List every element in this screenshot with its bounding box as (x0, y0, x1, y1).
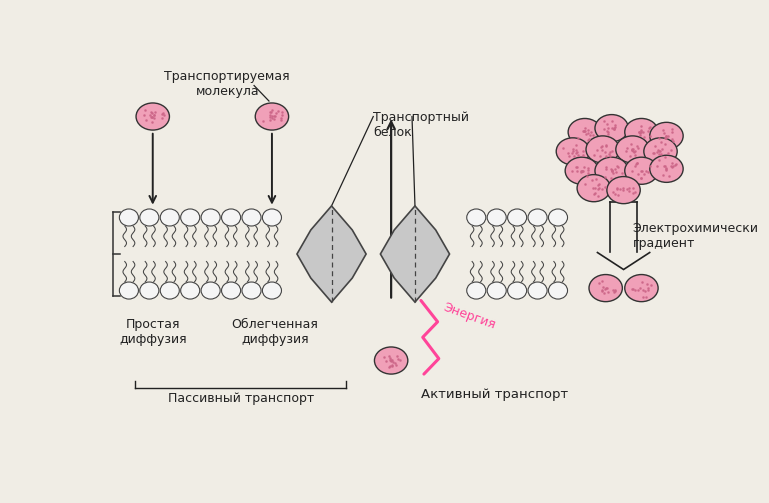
Ellipse shape (624, 119, 658, 145)
Ellipse shape (119, 209, 138, 226)
Ellipse shape (136, 103, 169, 130)
Ellipse shape (616, 136, 649, 163)
Ellipse shape (488, 209, 506, 226)
Ellipse shape (201, 209, 220, 226)
Ellipse shape (650, 155, 683, 183)
Ellipse shape (624, 275, 658, 302)
Ellipse shape (488, 282, 506, 299)
Ellipse shape (201, 282, 220, 299)
Ellipse shape (181, 282, 200, 299)
Ellipse shape (262, 209, 281, 226)
Text: Энергия: Энергия (442, 300, 498, 331)
Ellipse shape (577, 175, 611, 202)
Ellipse shape (181, 209, 200, 226)
Ellipse shape (650, 122, 683, 149)
Ellipse shape (160, 209, 179, 226)
Ellipse shape (556, 138, 590, 165)
Ellipse shape (595, 115, 628, 142)
Ellipse shape (568, 119, 601, 145)
Ellipse shape (160, 282, 179, 299)
Ellipse shape (255, 103, 288, 130)
Ellipse shape (140, 209, 159, 226)
Ellipse shape (586, 136, 619, 163)
Ellipse shape (221, 282, 241, 299)
Ellipse shape (528, 209, 547, 226)
Text: Облегченная
диффузия: Облегченная диффузия (231, 318, 318, 346)
Ellipse shape (548, 282, 568, 299)
Ellipse shape (242, 282, 261, 299)
Ellipse shape (624, 157, 658, 184)
Ellipse shape (221, 209, 241, 226)
Ellipse shape (595, 157, 628, 184)
Text: Транспортный
белок: Транспортный белок (373, 111, 469, 139)
Ellipse shape (565, 157, 598, 184)
Ellipse shape (467, 209, 486, 226)
Text: Электрохимически
градиент: Электрохимически градиент (633, 222, 758, 249)
Text: Транспортируемая
молекула: Транспортируемая молекула (165, 70, 290, 98)
Polygon shape (381, 206, 450, 302)
Ellipse shape (528, 282, 547, 299)
Ellipse shape (467, 282, 486, 299)
Text: Пассивный транспорт: Пассивный транспорт (168, 392, 314, 405)
Ellipse shape (607, 177, 641, 204)
Ellipse shape (375, 347, 408, 374)
Ellipse shape (508, 282, 527, 299)
Ellipse shape (589, 275, 622, 302)
Text: Активный транспорт: Активный транспорт (421, 388, 568, 400)
Text: Простая
диффузия: Простая диффузия (119, 318, 187, 346)
Ellipse shape (119, 282, 138, 299)
Ellipse shape (262, 282, 281, 299)
Ellipse shape (644, 138, 677, 165)
Polygon shape (297, 206, 366, 302)
Ellipse shape (242, 209, 261, 226)
Ellipse shape (140, 282, 159, 299)
Ellipse shape (548, 209, 568, 226)
Ellipse shape (508, 209, 527, 226)
